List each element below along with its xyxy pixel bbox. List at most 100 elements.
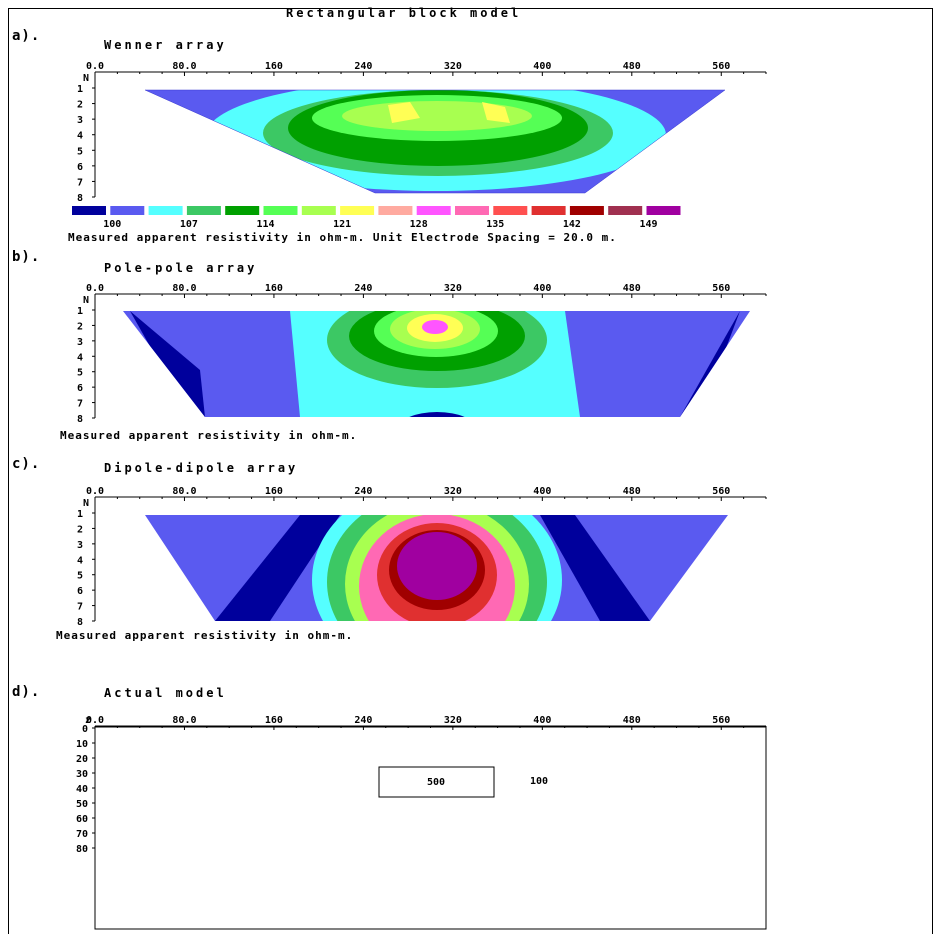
dipole-dipole-x-tick-label: 80.0	[172, 486, 196, 497]
model-z-tick-label: 50	[76, 799, 88, 810]
pole-pole-y-tick-label: 6	[77, 383, 83, 394]
legend-swatch	[301, 206, 336, 215]
block-rect	[378, 766, 495, 798]
legend-swatch	[186, 206, 221, 215]
model-x-tick-label: 0.0	[86, 715, 104, 726]
legend-label: 135	[486, 219, 504, 230]
pole-pole-y-tick-label: 5	[77, 368, 83, 379]
legend-swatch	[493, 206, 528, 215]
background-value: 100	[530, 776, 548, 787]
wenner-x-tick-label: 560	[712, 61, 730, 72]
model-z-tick-label: 0	[82, 724, 88, 735]
legend-swatch	[378, 206, 413, 215]
wenner-y-label: N	[83, 73, 89, 84]
dipole-dipole-x-tick-label: 560	[712, 486, 730, 497]
legend-swatch	[569, 206, 604, 215]
legend-swatch	[110, 206, 145, 215]
panel-b-label: b).	[12, 249, 41, 265]
pole-pole-x-tick-label: 400	[533, 283, 551, 294]
model-z-tick-label: 10	[76, 739, 88, 750]
panel-d-label: d).	[12, 684, 41, 700]
wenner-y-tick-label: 3	[77, 115, 83, 126]
wenner-x-tick-label: 400	[533, 61, 551, 72]
wenner-x-tick-label: 80.0	[172, 61, 196, 72]
dipole-dipole-pseudosection	[145, 515, 728, 621]
dipole-dipole-y-tick-label: 8	[77, 617, 83, 628]
model-x-tick-label: 160	[265, 715, 283, 726]
wenner-y-tick-label: 5	[77, 146, 83, 157]
model-x-tick-label: 80.0	[172, 715, 196, 726]
dipole-dipole-x-tick-label: 400	[533, 486, 551, 497]
panel-c-title: Dipole-dipole array	[104, 461, 299, 475]
model-box	[94, 726, 767, 930]
dipole-dipole-x-tick-label: 480	[623, 486, 641, 497]
block-value: 500	[427, 777, 445, 788]
dipole-dipole-y-tick-label: 7	[77, 602, 83, 613]
model-x-tick-label: 480	[623, 715, 641, 726]
dipole-dipole-x-tick-label: 0.0	[86, 486, 104, 497]
pole-pole-y-tick-label: 7	[77, 399, 83, 410]
wenner-pseudosection	[144, 89, 726, 194]
legend-swatch	[72, 206, 106, 215]
pole-pole-y-tick-label: 8	[77, 414, 83, 425]
pole-pole-y-tick-label: 1	[77, 306, 83, 317]
legend-swatch	[455, 206, 489, 215]
wenner-x-tick-label: 0.0	[86, 61, 104, 72]
wenner-y-tick-label: 6	[77, 162, 83, 173]
pole-pole-y-tick-label: 2	[77, 321, 83, 332]
legend-label: 121	[333, 219, 351, 230]
model-x-tick-label: 240	[354, 715, 372, 726]
wenner-y-tick-label: 7	[77, 177, 83, 188]
panel-c-label: c).	[12, 456, 41, 472]
figure-frame	[8, 8, 933, 934]
model-z-label: z	[85, 715, 91, 726]
model-z-tick-label: 30	[76, 769, 88, 780]
dipole-dipole-x-tick-label: 320	[444, 486, 462, 497]
model-z-tick-label: 70	[76, 829, 88, 840]
pole-pole-y-tick-label: 4	[77, 352, 83, 363]
legend-swatch	[340, 206, 375, 215]
model-z-tick-label: 20	[76, 754, 88, 765]
pole-pole-y-label: N	[83, 295, 89, 306]
color-legend: 100 107 114 121 128 135 142 149	[72, 206, 681, 230]
legend-swatch	[225, 206, 260, 215]
wenner-x-tick-label: 480	[623, 61, 641, 72]
model-x-tick-label: 560	[712, 715, 730, 726]
legend-swatch	[263, 206, 298, 215]
wenner-y-tick-label: 4	[77, 131, 83, 142]
caption-c: Measured apparent resistivity in ohm-m.	[56, 629, 354, 642]
pole-pole-y-tick-label: 3	[77, 337, 83, 348]
panel-b-title: Pole-pole array	[104, 261, 258, 275]
dipole-dipole-y-tick-label: 1	[77, 509, 83, 520]
model-z-tick-label: 40	[76, 784, 88, 795]
wenner-y-tick-label: 2	[77, 100, 83, 111]
legend-swatch	[148, 206, 183, 215]
dipole-dipole-y-label: N	[83, 498, 89, 509]
pole-pole-x-tick-label: 480	[623, 283, 641, 294]
wenner-y-tick-label: 1	[77, 84, 83, 95]
pole-pole-pseudosection	[123, 311, 750, 417]
wenner-x-tick-label: 320	[444, 61, 462, 72]
dipole-dipole-y-tick-label: 3	[77, 540, 83, 551]
pole-pole-x-tick-label: 0.0	[86, 283, 104, 294]
wenner-x-tick-label: 160	[265, 61, 283, 72]
dipole-dipole-x-tick-label: 160	[265, 486, 283, 497]
pole-pole-x-tick-label: 80.0	[172, 283, 196, 294]
legend-label: 107	[180, 219, 198, 230]
panel-d-title: Actual model	[104, 686, 227, 700]
model-x-tick-label: 400	[533, 715, 551, 726]
wenner-x-tick-label: 240	[354, 61, 372, 72]
dipole-dipole-y-tick-label: 5	[77, 571, 83, 582]
legend-swatch	[531, 206, 566, 215]
model-x-tick-label: 320	[444, 715, 462, 726]
caption-a: Measured apparent resistivity in ohm-m. …	[68, 231, 617, 244]
pole-pole-x-tick-label: 560	[712, 283, 730, 294]
legend-label: 149	[639, 219, 657, 230]
figure-title: Rectangular block model	[286, 6, 522, 20]
legend-label: 114	[256, 219, 274, 230]
caption-b: Measured apparent resistivity in ohm-m.	[60, 429, 358, 442]
model-z-tick-label: 80	[76, 844, 88, 855]
dipole-dipole-y-tick-label: 6	[77, 586, 83, 597]
